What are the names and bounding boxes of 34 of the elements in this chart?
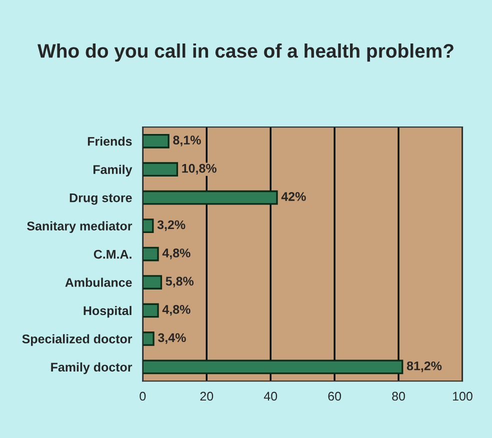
bar — [142, 218, 154, 233]
chart-title: Who do you call in case of a health problem? — [38, 43, 454, 62]
x-tick-label: 80 — [392, 392, 405, 401]
bar — [142, 134, 170, 148]
bar — [142, 303, 159, 318]
bar — [142, 275, 162, 290]
y-tick-label: Specialized doctor — [22, 334, 132, 346]
data-label: 10,8% — [182, 164, 216, 175]
y-tick-label: Ambulance — [65, 278, 132, 287]
data-label: 4,8% — [162, 304, 190, 316]
data-label: 81,2% — [406, 361, 442, 372]
x-tick-label: 100 — [453, 392, 472, 401]
x-tick-label: 20 — [200, 392, 214, 401]
bar — [142, 332, 154, 346]
y-tick-label: C.M.A. — [94, 250, 132, 259]
data-label: 8,1% — [173, 136, 201, 146]
y-tick-label: Friends — [88, 136, 132, 146]
bar — [142, 246, 159, 262]
x-tick-label: 40 — [264, 392, 278, 401]
y-tick-label: Hospital — [84, 306, 132, 318]
y-tick-label: Family doctor — [51, 362, 132, 374]
data-label: 3,4% — [158, 333, 186, 344]
data-label: 4,8% — [162, 248, 190, 260]
x-tick-label: 60 — [328, 392, 342, 401]
data-label: 42% — [281, 192, 306, 201]
y-tick-label: Family — [94, 164, 132, 176]
data-label: 3,2% — [157, 220, 186, 231]
data-label: 5,8% — [166, 276, 194, 288]
bar — [142, 360, 404, 374]
y-tick-label: Sanitary mediator — [27, 221, 132, 233]
y-tick-label: Drug store — [70, 193, 132, 205]
x-tick-label: 0 — [140, 392, 146, 401]
bar — [142, 190, 278, 205]
bar — [142, 162, 178, 177]
